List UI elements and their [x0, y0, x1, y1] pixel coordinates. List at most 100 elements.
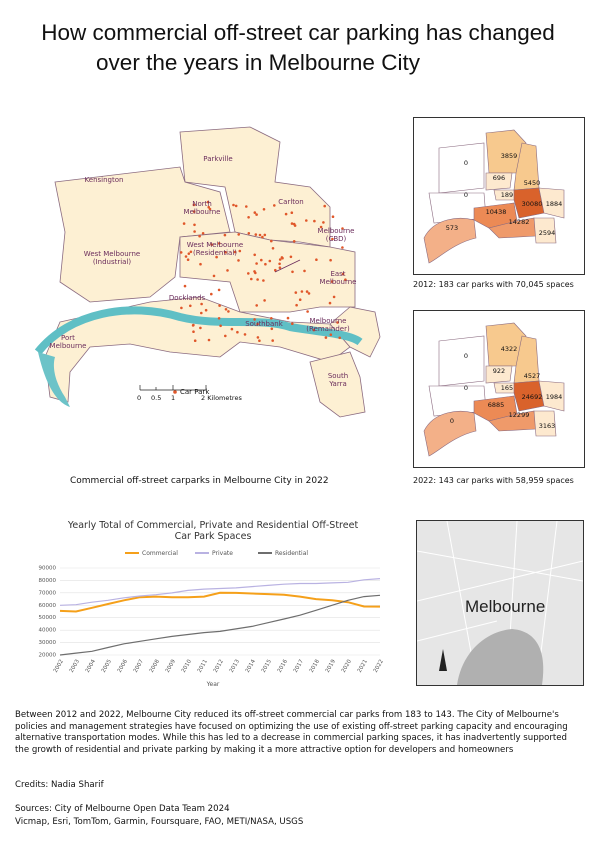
legend-symbol: [173, 390, 177, 394]
district: [423, 411, 477, 457]
car-park-dot: [207, 205, 210, 209]
district-value: 0: [464, 384, 468, 392]
car-park-dot: [224, 334, 227, 338]
map-label: Southbank: [245, 320, 283, 328]
x-tick-label: 2010: [181, 658, 193, 674]
car-park-dot: [198, 234, 201, 238]
district-value: 0: [464, 159, 468, 167]
credits: Credits: Nadia Sharif: [15, 780, 104, 790]
car-park-dot: [236, 330, 239, 334]
car-park-dot: [218, 304, 221, 307]
sources: Vicmap, Esri, TomTom, Garmin, Foursquare…: [15, 817, 304, 827]
y-tick-label: 90000: [39, 566, 57, 572]
legend-label: Car Park: [180, 388, 210, 396]
suburb-area: [54, 166, 231, 303]
car-park-dot: [307, 292, 311, 295]
car-park-dot: [298, 298, 302, 301]
car-park-dot: [260, 258, 263, 262]
car-park-dot: [219, 324, 222, 328]
car-park-dot: [204, 308, 208, 312]
district-value: 30080: [522, 200, 543, 208]
map-label: West Melbourne (Industrial): [83, 250, 141, 267]
x-axis-title: Year: [206, 681, 220, 688]
car-park-dot: [305, 290, 309, 293]
car-park-dot: [199, 326, 202, 330]
car-park-dot: [270, 239, 273, 243]
car-park-dot: [278, 266, 282, 269]
car-park-dot: [322, 221, 325, 224]
car-park-dot: [232, 203, 235, 207]
car-park-dot: [253, 211, 257, 214]
car-park-dot: [247, 272, 250, 275]
car-park-dot: [179, 251, 183, 254]
scale-label: 2 Kilometres: [201, 394, 242, 402]
district-value: 1884: [546, 200, 563, 208]
car-park-dot: [192, 330, 195, 333]
car-park-dot: [184, 255, 188, 258]
car-park-dot: [253, 253, 256, 257]
district-value: 24692: [522, 393, 543, 401]
car-park-dot: [263, 233, 267, 237]
car-park-dot: [180, 306, 183, 310]
x-tick-label: 2014: [245, 658, 257, 674]
car-park-dots: [179, 200, 347, 342]
district: [513, 380, 545, 412]
district-value: 0: [450, 417, 454, 425]
x-tick-label: 2015: [261, 658, 273, 674]
car-park-dot: [256, 336, 260, 339]
map-2022: 0 4322 922 4527 0 165 24692 1984 6885 12299 3163 0: [423, 322, 565, 457]
car-park-dot: [238, 249, 242, 253]
car-park-dot: [341, 246, 344, 249]
car-park-dot: [338, 336, 342, 340]
district-value: 6885: [488, 401, 505, 409]
label-leader: [274, 259, 301, 273]
car-park-dot: [278, 262, 281, 266]
district-value: 0: [464, 191, 468, 199]
y-tick-label: 70000: [39, 590, 57, 596]
car-park-dot: [233, 250, 237, 254]
car-park-dot: [186, 258, 190, 261]
scale-bar: [139, 385, 207, 391]
series-line: [59, 578, 381, 606]
car-park-dot: [207, 338, 211, 342]
car-park-dot: [217, 317, 221, 320]
y-tick-label: 80000: [39, 578, 57, 584]
car-park-dot: [224, 251, 227, 254]
district: [538, 187, 565, 219]
x-tick-label: 2007: [133, 658, 145, 674]
map-label: Parkville: [203, 155, 233, 163]
car-park-dot: [192, 210, 196, 213]
district-value: 4322: [501, 345, 518, 353]
car-park-dot: [189, 304, 192, 308]
map-caption: Commercial off-street carparks in Melbou…: [70, 476, 329, 486]
car-park-dot: [199, 262, 202, 266]
x-tick-label: 2004: [85, 658, 97, 674]
district-value: 10438: [486, 208, 507, 216]
car-park-dot: [274, 268, 277, 272]
bay-shore: [38, 352, 70, 407]
car-park-dot: [200, 311, 203, 315]
car-park-dot: [341, 227, 344, 230]
district-value: 165: [501, 384, 513, 392]
x-tick-label: 2022: [373, 659, 385, 674]
x-tick-label: 2016: [277, 658, 289, 674]
car-park-dot: [319, 225, 323, 229]
y-tick-label: 20000: [39, 653, 57, 659]
legend-label: Residential: [275, 550, 308, 557]
car-park-dot: [293, 224, 297, 227]
car-park-dot: [290, 211, 294, 214]
x-tick-label: 2005: [101, 658, 113, 674]
x-tick-label: 2013: [229, 658, 241, 674]
car-park-dot: [273, 204, 276, 207]
car-park-dot: [262, 279, 265, 282]
car-park-dot: [291, 322, 294, 325]
car-park-dot: [286, 316, 290, 320]
car-park-dot: [247, 232, 251, 235]
car-park-dot: [336, 321, 339, 324]
car-park-dot: [189, 250, 193, 254]
car-park-dot: [210, 243, 213, 246]
car-park-dot: [208, 207, 212, 211]
car-park-dot: [315, 258, 318, 261]
car-park-dot: [329, 333, 333, 336]
district-value: 12299: [509, 411, 530, 419]
